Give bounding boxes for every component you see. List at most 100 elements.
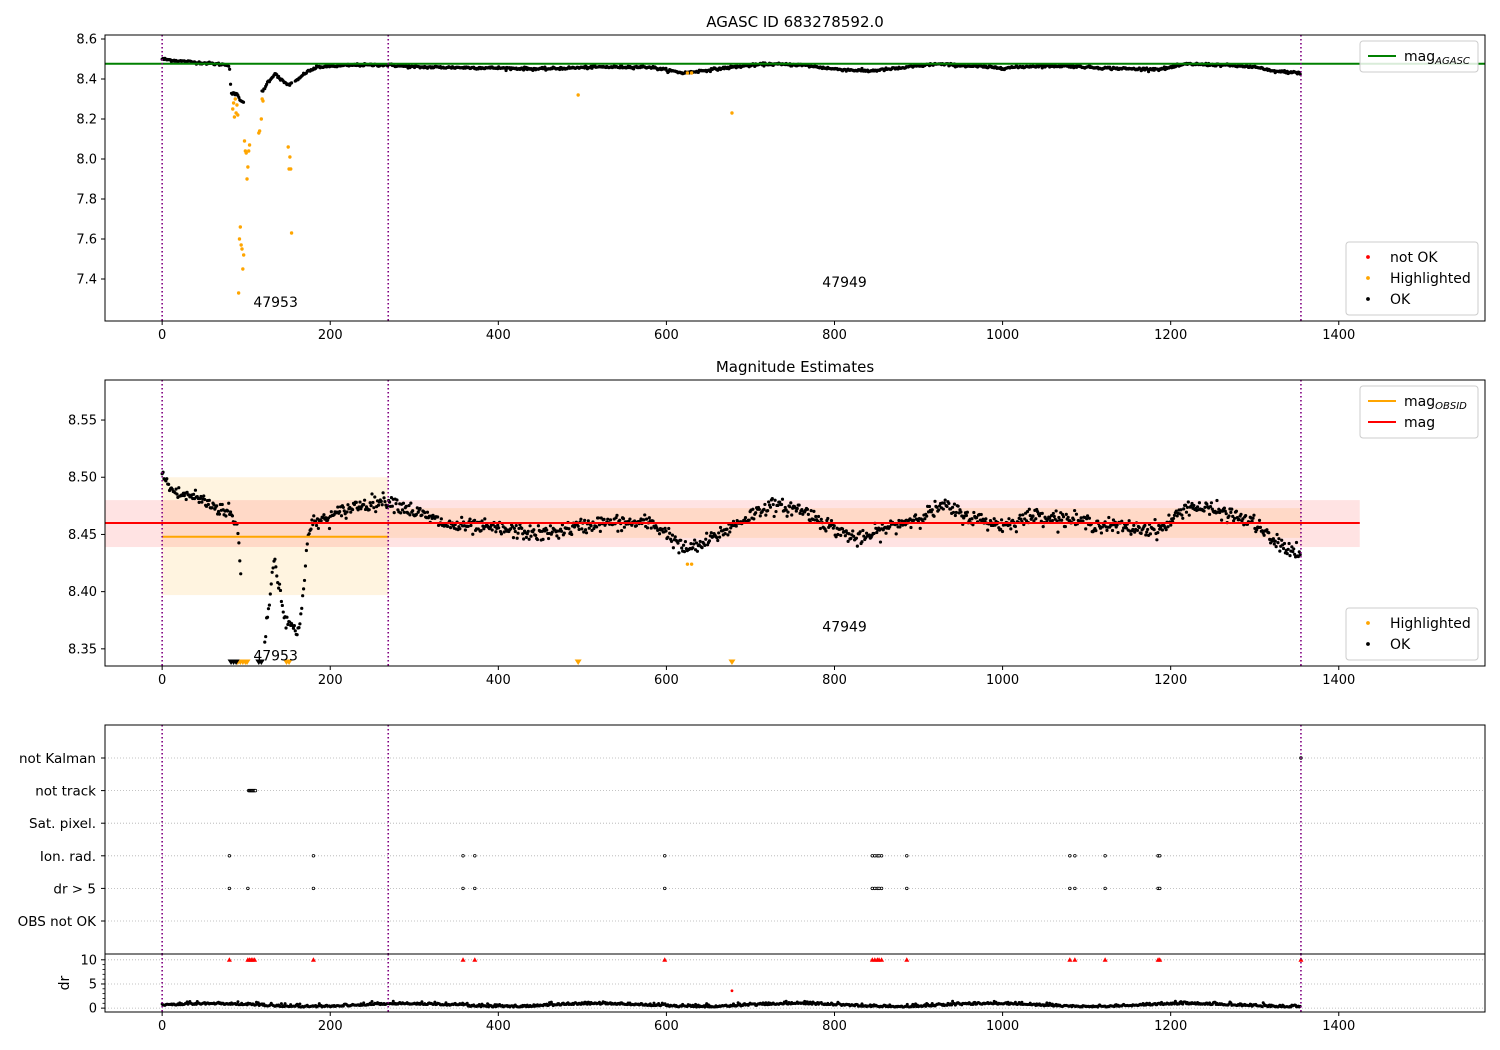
estimates-ok-point <box>1258 525 1263 530</box>
estimates-ok-point <box>230 514 235 518</box>
estimates-ok-point <box>693 538 697 542</box>
estimates-ok-point <box>175 492 179 496</box>
estimates-ok-point <box>1294 540 1299 545</box>
estimates-ok-point <box>314 523 319 528</box>
estimates-ok-point <box>359 507 363 511</box>
estimates-ok-point <box>1276 541 1280 545</box>
estimates-ok-point <box>972 510 976 515</box>
estimates-ok-point <box>1186 500 1190 504</box>
flag-label: dr > 5 <box>53 881 96 897</box>
estimates-ok-point <box>567 527 571 531</box>
agasc-legend-label: Highlighted <box>1390 271 1471 287</box>
estimates-ok-point <box>483 517 487 521</box>
estimates-ok-point <box>1185 505 1190 509</box>
estimates-ok-point <box>655 526 659 530</box>
agasc-highlighted-point <box>242 139 247 143</box>
estimates-ok-point <box>709 531 713 535</box>
estimates-ok-point <box>592 526 596 531</box>
agasc-legend-label: OK <box>1390 292 1411 308</box>
estimates-ok-point <box>1021 513 1025 517</box>
estimates-ok-point <box>319 519 323 523</box>
agasc-ok-point <box>860 66 864 71</box>
estimates-ok-point <box>1167 513 1171 517</box>
agasc-ytick-label: 7.8 <box>76 193 97 208</box>
dr-point <box>298 1002 302 1006</box>
flag-marker <box>227 854 232 858</box>
estimates-ok-point <box>776 503 780 508</box>
dr-clipped-marker <box>1067 957 1073 962</box>
estimates-ok-point <box>774 509 778 514</box>
estimates-ok-point <box>286 622 290 627</box>
estimates-ok-point <box>345 510 349 514</box>
flag-marker <box>461 886 465 891</box>
estimates-ok-point <box>855 544 859 548</box>
estimates-ok-point <box>576 524 580 528</box>
estimates-ok-point <box>1110 528 1115 533</box>
estimates-ok-point <box>191 492 196 496</box>
estimates-ok-point <box>671 546 675 550</box>
estimates-ok-point <box>1292 547 1296 551</box>
estimates-ok-point <box>679 538 683 542</box>
estimates-ok-point <box>941 507 945 511</box>
estimates-ok-point <box>1051 511 1055 516</box>
estimates-ok-point <box>660 527 664 531</box>
estimates-obsid-label: 47953 <box>253 648 298 664</box>
estimates-ok-point <box>703 543 707 547</box>
estimates-ok-point <box>557 536 561 540</box>
estimates-ok-point <box>598 529 602 533</box>
estimates-ok-point <box>865 531 869 535</box>
estimates-below-axis-marker <box>243 659 251 665</box>
estimates-ok-point <box>415 506 419 510</box>
estimates-ok-point <box>1007 517 1011 521</box>
estimates-ok-point <box>439 517 443 521</box>
estimates-ok-point <box>528 524 532 528</box>
estimates-ok-point <box>380 503 384 507</box>
estimates-ok-point <box>1281 546 1286 551</box>
estimates-ok-point <box>1056 530 1060 534</box>
estimates-ok-point <box>1265 528 1269 532</box>
estimates-ok-point <box>207 498 211 502</box>
estimates-ok-point <box>1137 525 1141 530</box>
estimates-ok-point <box>284 626 288 630</box>
estimates-ok-point <box>555 534 559 538</box>
estimates-ok-point <box>307 532 311 536</box>
estimates-ok-point <box>582 530 586 534</box>
estimates-ok-point <box>1203 505 1207 509</box>
estimates-ok-point <box>215 504 219 508</box>
estimates-ok-point <box>1139 531 1143 535</box>
estimates-ok-point <box>718 525 723 530</box>
estimates-ok-point <box>1072 518 1076 522</box>
estimates-ok-point <box>516 531 520 535</box>
estimates-ok-point <box>1234 509 1238 513</box>
agasc-legend-box <box>1345 241 1479 316</box>
estimates-ok-point <box>834 535 838 539</box>
flag-marker <box>879 886 884 891</box>
estimates-ok-point <box>1172 513 1177 517</box>
estimates-ok-point <box>1156 531 1160 535</box>
estimates-ytick-label: 8.55 <box>68 414 97 429</box>
estimates-ok-point <box>367 508 371 512</box>
estimates-ok-point <box>669 539 674 543</box>
dr-xtick-label: 600 <box>654 1019 679 1034</box>
estimates-ok-point <box>541 537 545 541</box>
estimates-ok-point <box>1031 514 1035 518</box>
estimates-ok-point <box>704 537 708 541</box>
estimates-ok-point <box>718 535 722 539</box>
agasc-highlighted-point <box>241 267 245 271</box>
estimates-ok-point <box>1169 523 1173 527</box>
flag-label: Ion. rad. <box>40 849 96 865</box>
estimates-ok-point <box>898 525 902 529</box>
estimates-ok-point <box>894 532 898 536</box>
estimates-ok-point <box>935 505 939 509</box>
estimates-ok-point <box>559 529 564 533</box>
estimates-ok-point <box>1187 513 1191 517</box>
agasc-highlighted-point <box>259 117 264 121</box>
flag-label: not track <box>35 784 96 800</box>
flag-marker <box>1158 854 1162 858</box>
estimates-ok-point <box>524 535 528 539</box>
estimates-ok-point <box>1270 539 1275 543</box>
estimates-ok-point <box>1054 509 1058 513</box>
estimates-ok-point <box>448 519 452 523</box>
agasc-plot-frame <box>104 34 1486 322</box>
